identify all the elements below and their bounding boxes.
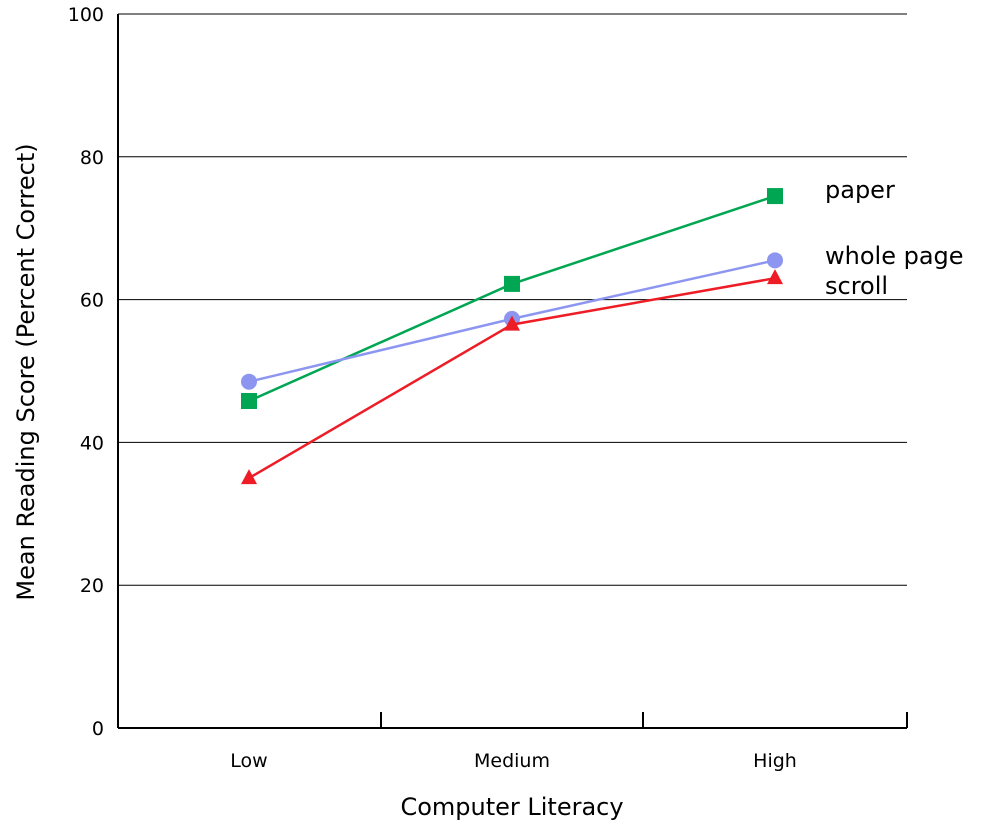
axes	[117, 14, 908, 729]
x-tick-labels: Low Medium High	[230, 750, 797, 772]
data-point-triangle	[504, 315, 520, 331]
series-line	[248, 194, 776, 403]
y-tick-label: 80	[80, 147, 104, 169]
y-tick-label: 60	[80, 290, 104, 312]
y-tick-labels: 0 20 40 60 80 100	[68, 4, 104, 740]
y-axis-title: Mean Reading Score (Percent Correct)	[12, 143, 40, 600]
x-tick-label: Medium	[474, 750, 550, 772]
series-label: whole page	[825, 242, 964, 270]
data-point-triangle	[241, 469, 257, 485]
series-scroll	[241, 269, 783, 485]
y-tick-label: 40	[80, 432, 104, 454]
y-tick-label: 100	[68, 4, 104, 26]
series-label: paper	[825, 176, 895, 204]
gridlines	[118, 13, 907, 586]
data-point-circle	[241, 373, 257, 390]
data-point-square	[767, 188, 783, 205]
x-tick-label: High	[753, 750, 797, 772]
data-point-square	[504, 275, 520, 292]
data-point-circle	[767, 252, 783, 269]
series-line	[248, 276, 776, 480]
x-axis-title: Computer Literacy	[400, 793, 623, 821]
y-tick-label: 0	[92, 718, 104, 740]
series-paper	[241, 188, 783, 409]
data-point-triangle	[767, 269, 783, 285]
data-point-square	[241, 392, 257, 409]
x-tick-label: Low	[230, 750, 267, 772]
series-label: scroll	[825, 272, 888, 300]
y-tick-label: 20	[80, 575, 104, 597]
series-group	[241, 188, 783, 485]
